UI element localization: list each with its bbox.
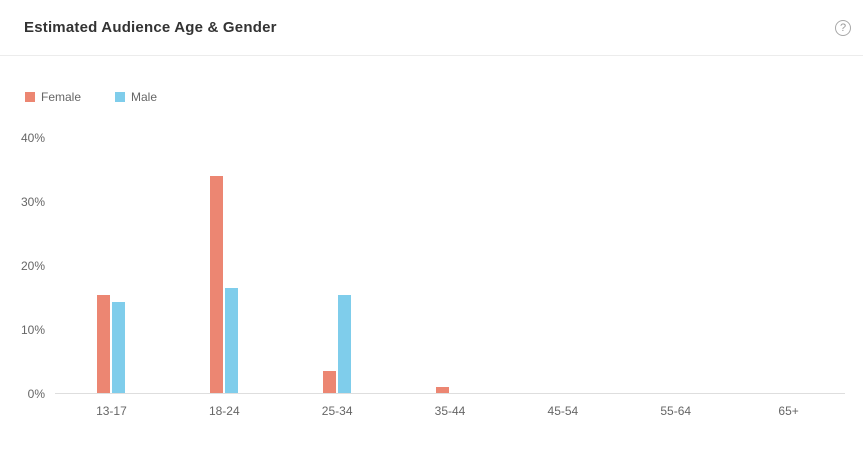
bar-group [732, 138, 845, 393]
bar-female[interactable] [436, 386, 449, 393]
bar-group [281, 138, 394, 393]
bar-female[interactable] [210, 176, 224, 393]
legend-label: Female [41, 90, 82, 104]
x-axis-label: 45-54 [547, 404, 579, 418]
bar-group [619, 138, 732, 393]
y-axis-tick-label: 40% [20, 131, 45, 145]
y-axis: 0% 10% 20% 30% 40% [0, 131, 55, 401]
bar-male[interactable] [338, 294, 352, 393]
bar-group [168, 138, 281, 393]
bar-male[interactable] [225, 287, 239, 393]
y-axis-tick-label: 30% [20, 195, 45, 209]
x-axis: 13-17 18-24 25-34 35-44 45-54 55-64 65+ [55, 394, 845, 418]
x-axis-label: 65+ [778, 404, 799, 418]
legend-item-male[interactable]: Male [115, 90, 157, 104]
bar-female[interactable] [97, 294, 111, 393]
legend-item-female[interactable]: Female [25, 90, 81, 104]
card-header: Estimated Audience Age & Gender ? [0, 0, 863, 56]
legend-swatch-icon [115, 92, 126, 102]
plot-area: 13-17 18-24 25-34 35-44 45-54 55-64 65+ [55, 138, 845, 418]
legend-label: Male [131, 90, 158, 104]
bar-group [506, 138, 619, 393]
x-axis-label: 25-34 [321, 404, 353, 418]
chart-legend: Female Male [0, 56, 863, 104]
y-axis-tick-label: 0% [27, 387, 45, 401]
y-axis-tick-label: 10% [20, 323, 45, 337]
legend-swatch-icon [25, 92, 35, 102]
x-axis-label: 18-24 [208, 404, 240, 418]
bar-female[interactable] [323, 371, 337, 393]
age-gender-bar-chart: 0% 10% 20% 30% 40% 13-17 18-24 25-34 35-44 45-54… [0, 131, 863, 418]
page-title: Estimated Audience Age & Gender [24, 19, 277, 36]
bars-container [55, 138, 845, 394]
x-axis-label: 35-44 [434, 404, 466, 418]
bar-male[interactable] [112, 301, 126, 393]
y-axis-tick-label: 20% [20, 259, 45, 273]
help-icon[interactable]: ? [835, 19, 851, 36]
x-axis-label: 13-17 [96, 404, 127, 418]
bar-group [55, 138, 168, 393]
x-axis-label: 55-64 [660, 404, 692, 418]
bar-group [394, 138, 507, 393]
